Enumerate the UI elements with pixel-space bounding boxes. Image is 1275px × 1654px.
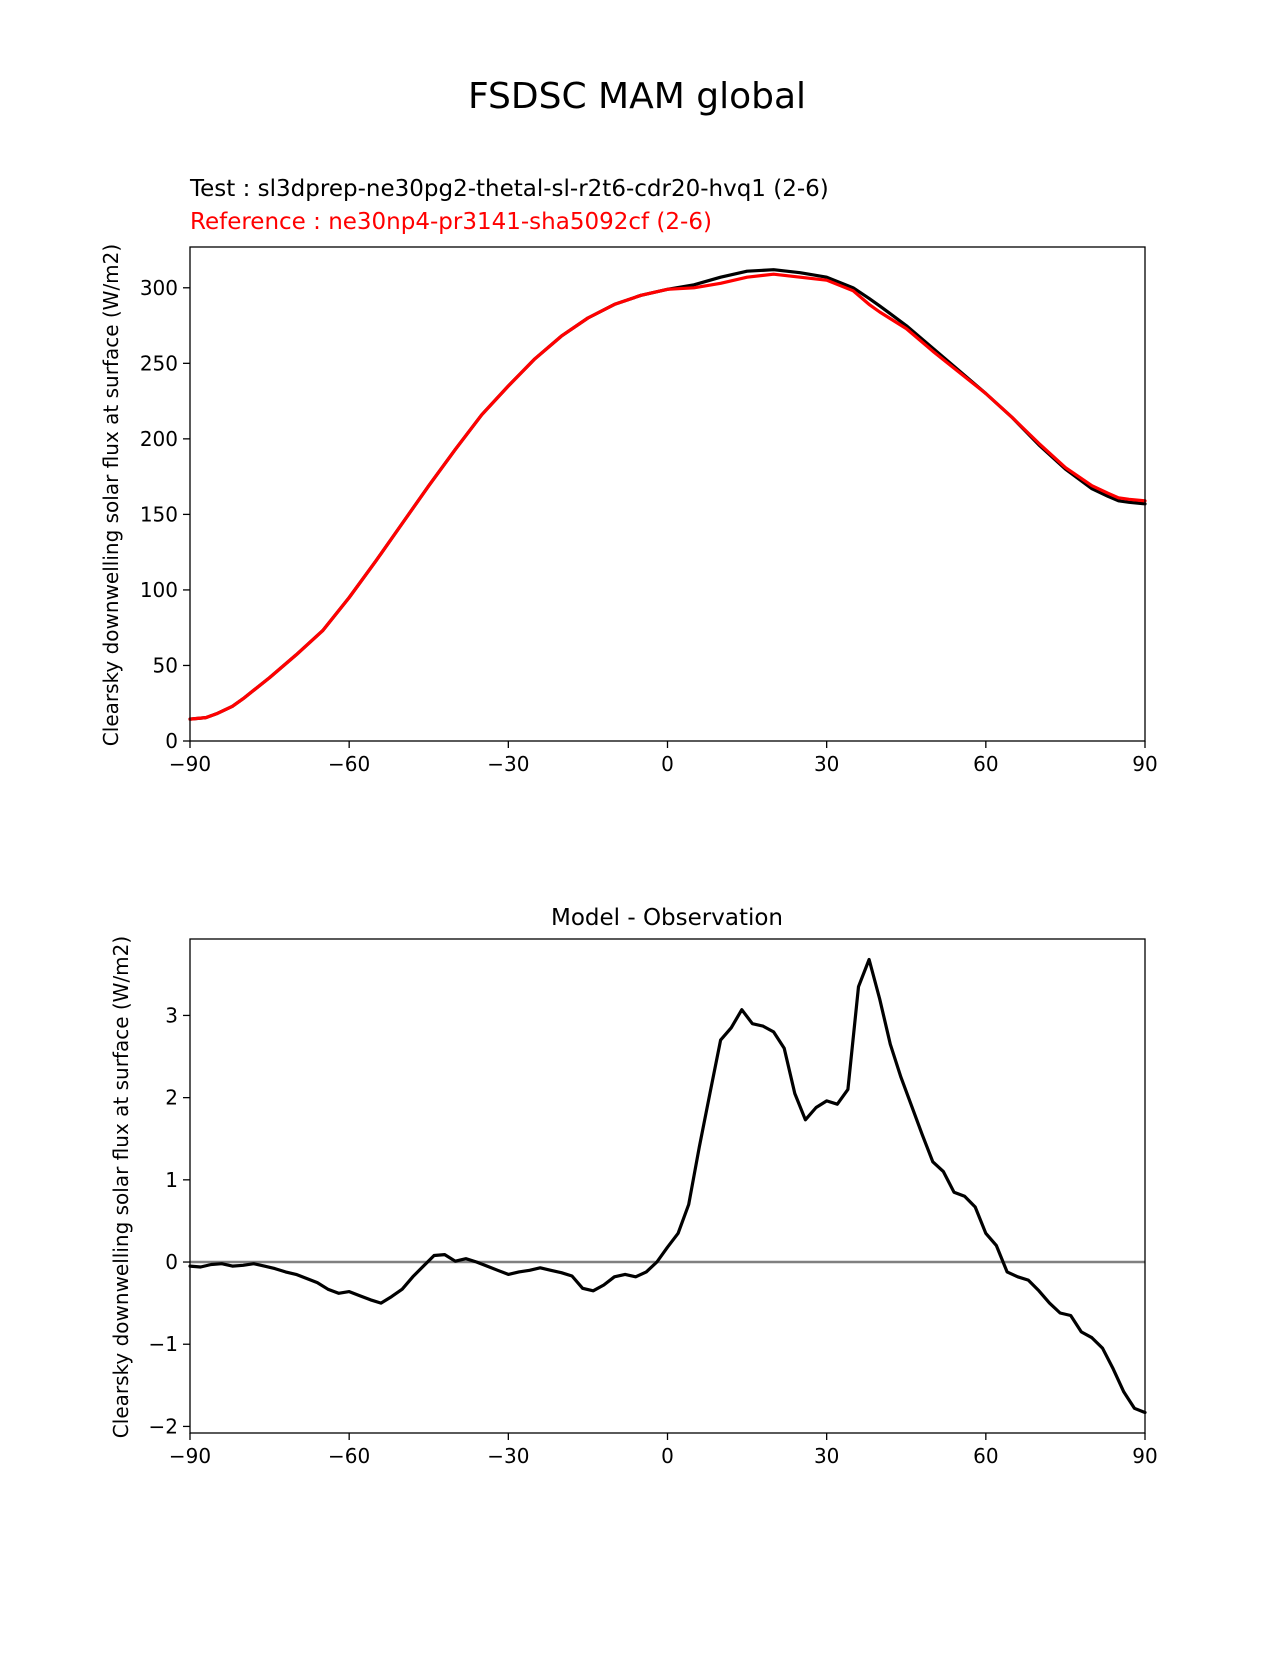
- x-tick-label: 0: [661, 752, 674, 776]
- y-tick-label: 100: [140, 578, 178, 602]
- x-tick-label: −90: [169, 1444, 211, 1468]
- bottom-y-axis-label: Clearsky downwelling solar flux at surfa…: [109, 936, 133, 1438]
- y-tick-label: 1: [165, 1168, 178, 1192]
- bottom-panel: Model - Observation Clearsky downwelling…: [109, 905, 1158, 1468]
- reference-subtitle: Reference : ne30np4-pr3141-sha5092cf (2-…: [190, 209, 712, 235]
- y-tick-label: 2: [165, 1086, 178, 1110]
- y-tick-label: −2: [149, 1414, 178, 1438]
- test-subtitle: Test : sl3dprep-ne30pg2-thetal-sl-r2t6-c…: [189, 176, 829, 202]
- x-tick-label: −30: [487, 752, 529, 776]
- bottom-panel-title: Model - Observation: [551, 905, 783, 931]
- y-tick-label: 50: [153, 653, 178, 677]
- x-tick-label: 60: [973, 752, 998, 776]
- y-tick-label: 3: [165, 1003, 178, 1027]
- x-tick-label: 0: [661, 1444, 674, 1468]
- top-plot-frame: [189, 246, 1146, 742]
- y-tick-label: −1: [149, 1332, 178, 1356]
- x-tick-label: 30: [814, 752, 839, 776]
- test-series-line: [188, 268, 1147, 721]
- x-tick-label: 60: [973, 1444, 998, 1468]
- top-y-axis-label: Clearsky downwelling solar flux at surfa…: [99, 244, 123, 746]
- x-tick-label: −60: [328, 752, 370, 776]
- top-panel: Test : sl3dprep-ne30pg2-thetal-sl-r2t6-c…: [99, 176, 1158, 776]
- x-tick-label: 90: [1132, 752, 1157, 776]
- reference-series-line: [188, 272, 1147, 721]
- y-tick-label: 300: [140, 276, 178, 300]
- x-tick-label: 90: [1132, 1444, 1157, 1468]
- top-plot-marks: −90 −60 −30 0 30 60 90 0 50 100 150 200 250 300: [140, 268, 1158, 776]
- x-tick-label: 30: [814, 1444, 839, 1468]
- y-tick-label: 200: [140, 427, 178, 451]
- bottom-plot-marks: −90 −60 −30 0 30 60 90 −2 −1 0 1 2 3: [149, 957, 1158, 1468]
- y-tick-label: 250: [140, 351, 178, 375]
- y-tick-label: 0: [165, 1250, 178, 1274]
- x-tick-label: −30: [487, 1444, 529, 1468]
- x-tick-label: −90: [169, 752, 211, 776]
- y-tick-label: 150: [140, 502, 178, 526]
- x-tick-label: −60: [328, 1444, 370, 1468]
- figure-title: FSDSC MAM global: [468, 76, 806, 117]
- y-tick-label: 0: [165, 729, 178, 753]
- difference-series-line: [188, 957, 1147, 1415]
- bottom-plot-frame: [189, 938, 1146, 1434]
